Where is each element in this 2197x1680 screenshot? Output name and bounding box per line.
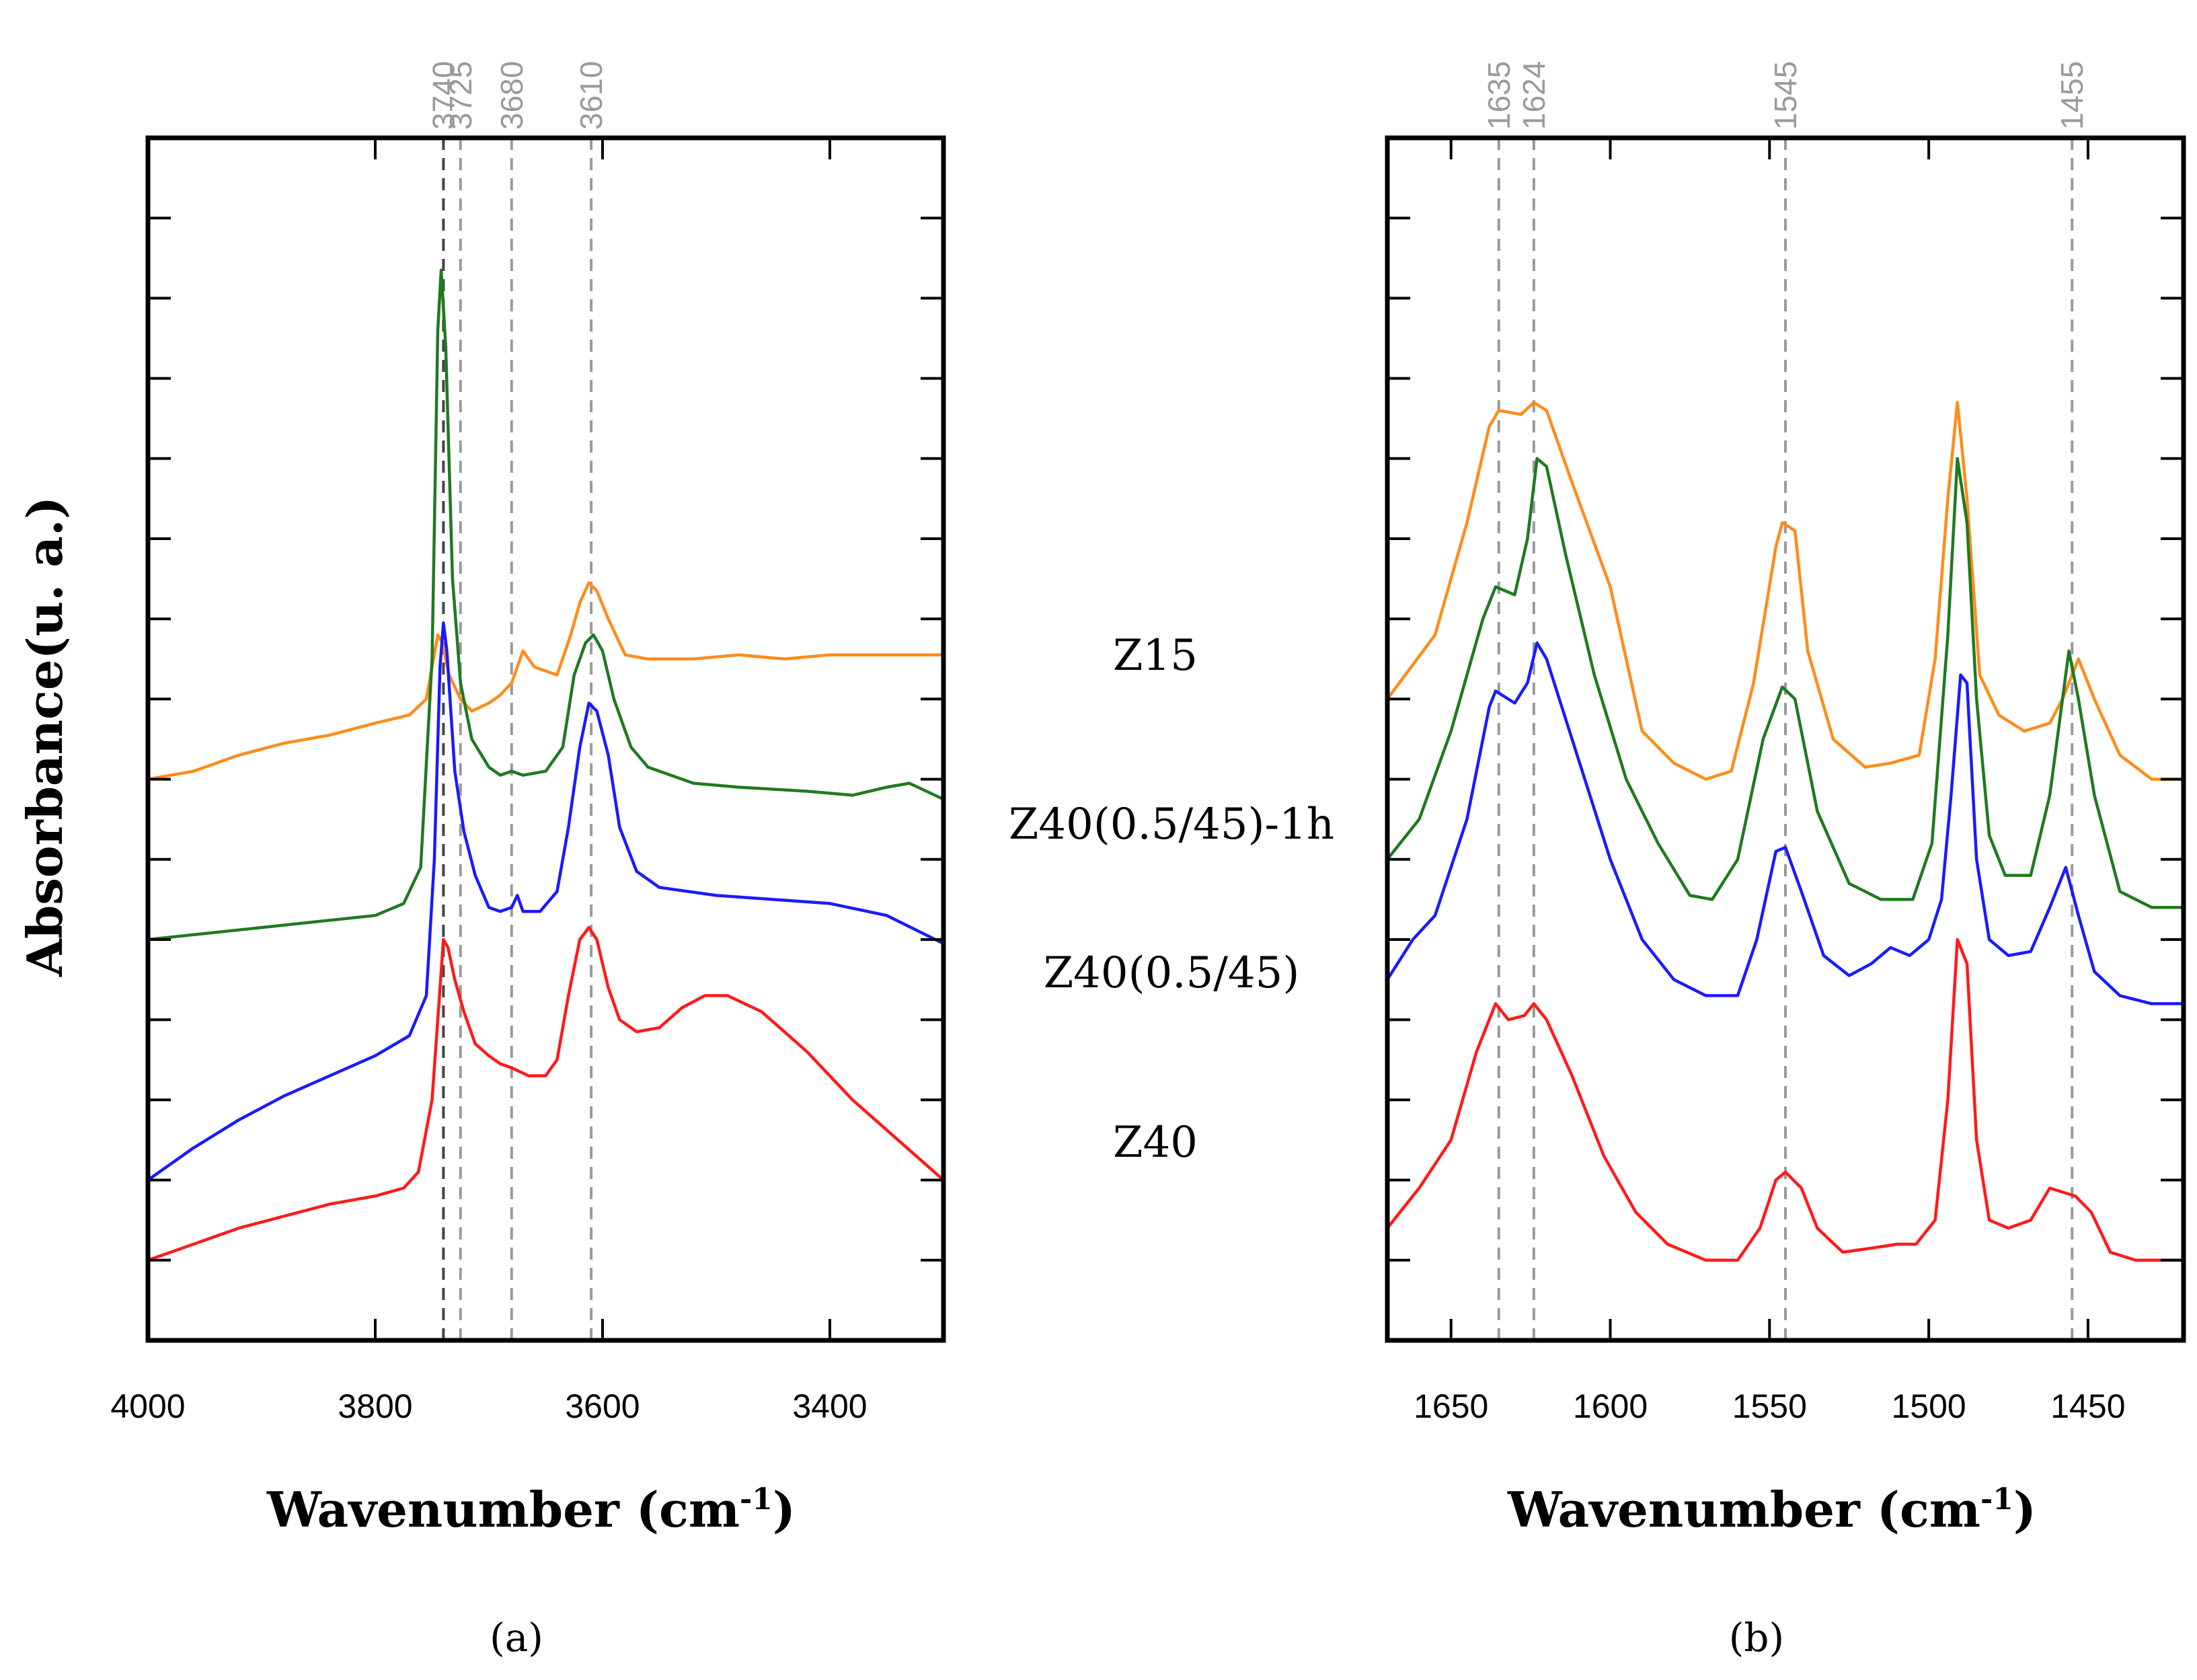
- panel-b-refline-label-1545: 1545: [1768, 61, 1803, 130]
- panel-b-xtick-label: 1450: [2050, 1387, 2125, 1425]
- panel-b-x-axis-title: Wavenumber (cm-1): [1507, 1481, 2036, 1538]
- panel-b-series-z40-0-5-45-1h: [1387, 457, 2184, 909]
- panel-a-refline-label-3725: 3725: [443, 61, 478, 130]
- panel-b-xtick-label: 1650: [1414, 1387, 1488, 1425]
- sample-label-z15: Z15: [1113, 631, 1198, 681]
- sample-label-z40: Z40: [1113, 1118, 1198, 1168]
- panel-b-refline-label-1455: 1455: [2054, 61, 2089, 130]
- panel-a-series-z40-0-5-45-: [148, 621, 943, 1182]
- panel-a-x-axis-title: Wavenumber (cm-1): [266, 1481, 796, 1538]
- sample-label-z40-05-45: Z40(0.5/45): [1044, 948, 1300, 998]
- panel-a-refline-label-3740: 3740: [426, 61, 461, 130]
- panel-a-xtick-label: 3800: [338, 1387, 412, 1425]
- panel-a-series-z15: [148, 581, 943, 781]
- panel-b-xtick-label: 1550: [1732, 1387, 1807, 1425]
- sample-label-z40-1h: Z40(0.5/45)-1h: [1009, 800, 1334, 849]
- panel-b-xtick-label: 1500: [1892, 1387, 1966, 1425]
- panel-a-series-z40-0-5-45-1h: [148, 268, 943, 942]
- panel-a-xtick-label: 3400: [792, 1387, 867, 1425]
- panel-b-caption: (b): [1729, 1615, 1784, 1660]
- y-axis-title: Absorbance(u. a.): [16, 496, 73, 977]
- panel-b-series-z15: [1387, 401, 2184, 781]
- panel-a-refline-label-3680: 3680: [494, 61, 529, 130]
- panel-b-refline-label-1624: 1624: [1516, 61, 1551, 130]
- panel-b-frame: [1385, 135, 2186, 1343]
- panel-a-series-z40: [148, 925, 943, 1262]
- panel-b-xtick-label: 1600: [1573, 1387, 1648, 1425]
- panel-a-frame: [145, 135, 946, 1343]
- panel-a-xtick-label: 3600: [565, 1387, 640, 1425]
- panel-b-ftir-pyridine-region: 1635 1624 1545 1455 1650 1600 1550 1500 1450: [1385, 61, 2186, 1425]
- panel-b-series-z40-0-5-45-: [1387, 641, 2184, 1005]
- panel-a-caption: (a): [490, 1615, 543, 1660]
- panel-b-series-z40: [1387, 938, 2184, 1262]
- panel-a-refline-label-3610: 3610: [574, 61, 609, 130]
- panel-a-xtick-label: 4000: [110, 1387, 185, 1425]
- panel-b-refline-label-1635: 1635: [1481, 61, 1516, 130]
